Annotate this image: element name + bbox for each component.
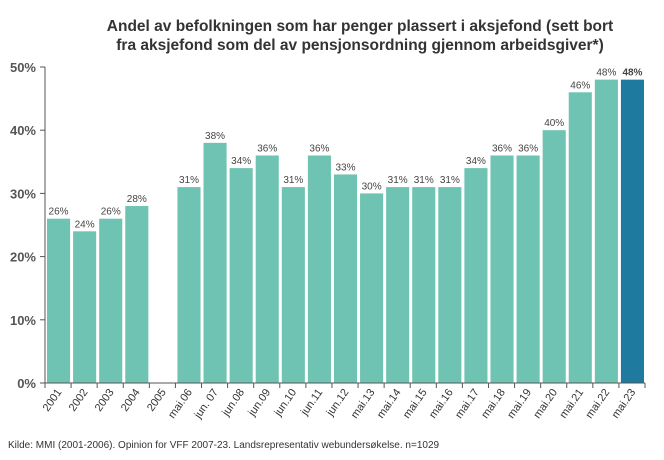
data-label: 38%: [205, 131, 225, 142]
x-tick-label: jun.11: [298, 387, 325, 419]
x-tick-label: jun. 07: [192, 387, 221, 422]
data-label: 48%: [596, 68, 616, 79]
data-label: 40%: [544, 118, 564, 129]
bar: [412, 187, 436, 383]
data-label: 48%: [622, 68, 642, 79]
x-tick-label: mai.17: [453, 387, 482, 421]
bar: [360, 193, 384, 383]
data-label: 24%: [75, 219, 95, 230]
bar: [73, 231, 97, 383]
data-label: 28%: [127, 194, 147, 205]
x-tick-label: mai.13: [349, 387, 378, 421]
data-label: 31%: [388, 175, 408, 186]
data-label: 34%: [466, 156, 486, 167]
x-tick-label: mai.06: [166, 387, 195, 421]
data-label: 36%: [309, 143, 329, 154]
data-label: 34%: [231, 156, 251, 167]
data-label: 36%: [518, 143, 538, 154]
bar: [542, 130, 566, 383]
bar: [255, 155, 279, 383]
chart-title-line-1: Andel av befolkningen som har penger pla…: [106, 18, 614, 35]
x-tick-label: 2002: [67, 387, 91, 414]
x-tick-label: mai.16: [427, 387, 456, 421]
data-label: 31%: [440, 175, 460, 186]
source-note: Kilde: MMI (2001-2006). Opinion for VFF …: [8, 440, 440, 451]
x-tick-label: mai.15: [401, 387, 430, 421]
x-tick-label: jun.09: [246, 387, 274, 419]
bar: [47, 218, 71, 383]
bar: [464, 168, 488, 383]
data-label: 46%: [570, 80, 590, 91]
bar: [177, 187, 201, 383]
bar: [307, 155, 331, 383]
x-tick-label: 2005: [145, 387, 169, 414]
data-label: 36%: [257, 143, 277, 154]
data-label: 36%: [492, 143, 512, 154]
bar: [99, 218, 123, 383]
y-tick-label: 40%: [10, 123, 36, 138]
data-label: 30%: [362, 181, 382, 192]
data-labels: 26% 24% 26% 28% 31% 38% 34% 36% 31% 36% 33% 30% 31% 3…: [49, 68, 643, 231]
y-axis: 0% 10% 20% 30% 40% 50%: [10, 60, 46, 391]
x-tick-label: mai.20: [531, 387, 560, 421]
x-tick-label: mai.23: [610, 387, 639, 421]
bar: [490, 155, 514, 383]
y-tick-label: 10%: [10, 313, 36, 328]
bar: [203, 142, 227, 383]
data-label: 31%: [414, 175, 434, 186]
x-tick-label: 2004: [119, 387, 143, 414]
bar-highlight: [620, 79, 644, 383]
chart-title: Andel av befolkningen som har penger pla…: [60, 17, 660, 55]
x-tick-label: jun.08: [220, 387, 248, 419]
bar: [229, 168, 253, 383]
bar: [438, 187, 462, 383]
bars: [47, 79, 644, 383]
y-tick-label: 20%: [10, 250, 36, 265]
chart-title-line-2: fra aksjefond som del av pensjonsordning…: [116, 37, 604, 54]
bar: [516, 155, 540, 383]
data-label: 31%: [179, 175, 199, 186]
x-tick-label: mai.19: [505, 387, 534, 421]
y-tick-label: 30%: [10, 186, 36, 201]
data-label: 26%: [101, 207, 121, 218]
x-tick-label: mai.22: [584, 387, 613, 421]
y-tick-label: 0%: [17, 376, 36, 391]
x-tick-label: 2001: [41, 387, 65, 414]
x-tick-label: 2003: [93, 387, 117, 414]
data-label: 31%: [283, 175, 303, 186]
data-label: 26%: [49, 207, 69, 218]
data-label: 33%: [335, 162, 355, 173]
x-tick-label: mai.18: [479, 387, 508, 421]
bar: [125, 206, 149, 383]
bar: [333, 174, 358, 383]
x-tick-label: jun.10: [272, 387, 300, 419]
bar: [568, 92, 592, 383]
x-tick-label: mai.14: [375, 387, 404, 421]
bar: [386, 187, 410, 383]
bar: [594, 79, 618, 383]
bar: [281, 187, 305, 383]
y-tick-label: 50%: [10, 60, 36, 75]
x-tick-label: jun.12: [324, 387, 352, 419]
x-tick-label: mai.21: [557, 387, 586, 421]
